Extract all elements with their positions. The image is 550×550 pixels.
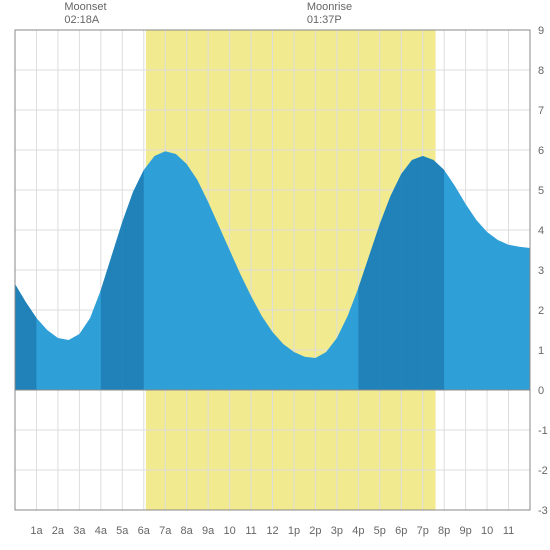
svg-text:2: 2 — [538, 305, 544, 317]
svg-text:7p: 7p — [417, 525, 429, 537]
svg-text:3p: 3p — [331, 525, 343, 537]
svg-text:3: 3 — [538, 265, 544, 277]
svg-text:1: 1 — [538, 345, 544, 357]
svg-text:9a: 9a — [202, 525, 215, 537]
svg-text:11: 11 — [503, 525, 514, 537]
svg-text:3a: 3a — [73, 525, 86, 537]
svg-text:9: 9 — [538, 25, 544, 37]
svg-text:10: 10 — [481, 525, 493, 537]
moonrise-label: Moonrise 01:37P — [307, 1, 352, 27]
moonset-name: Moonset — [64, 1, 106, 14]
moonset-label: Moonset 02:18A — [64, 1, 106, 27]
svg-text:8p: 8p — [438, 525, 450, 537]
svg-text:8: 8 — [538, 65, 544, 77]
svg-text:6a: 6a — [138, 525, 151, 537]
moonrise-name: Moonrise — [307, 1, 352, 14]
svg-text:5a: 5a — [116, 525, 129, 537]
chart-svg: -3-2-101234567891a2a3a4a5a6a7a8a9a101112… — [0, 0, 550, 550]
svg-text:7: 7 — [538, 105, 544, 117]
svg-text:4: 4 — [538, 225, 544, 237]
svg-text:1p: 1p — [288, 525, 300, 537]
svg-text:0: 0 — [538, 385, 544, 397]
svg-text:-1: -1 — [538, 425, 548, 437]
svg-text:-3: -3 — [538, 505, 548, 517]
svg-text:9p: 9p — [460, 525, 472, 537]
y-axis-labels: -3 -2 -1 0 1 2 3 4 5 6 7 8 9 — [538, 25, 548, 517]
svg-text:4a: 4a — [95, 525, 108, 537]
svg-text:2a: 2a — [52, 525, 65, 537]
moonset-time: 02:18A — [64, 14, 106, 27]
svg-text:5p: 5p — [374, 525, 386, 537]
svg-text:2p: 2p — [309, 525, 321, 537]
svg-text:4p: 4p — [352, 525, 364, 537]
tide-chart: Moonset 02:18A Moonrise 01:37P -3-2-1012… — [0, 0, 550, 550]
svg-text:5: 5 — [538, 185, 544, 197]
svg-text:10: 10 — [223, 525, 235, 537]
x-axis-labels: 1a 2a 3a 4a 5a 6a 7a 8a 9a 10 11 12 1p 2p 3p 4p 5p 6p 7p 8p… — [30, 525, 514, 537]
svg-text:12: 12 — [266, 525, 278, 537]
svg-text:7a: 7a — [159, 525, 172, 537]
svg-text:6p: 6p — [395, 525, 407, 537]
moonrise-time: 01:37P — [307, 14, 352, 27]
svg-text:8a: 8a — [181, 525, 194, 537]
svg-text:-2: -2 — [538, 465, 548, 477]
svg-text:1a: 1a — [30, 525, 43, 537]
svg-text:11: 11 — [245, 525, 256, 537]
svg-text:6: 6 — [538, 145, 544, 157]
